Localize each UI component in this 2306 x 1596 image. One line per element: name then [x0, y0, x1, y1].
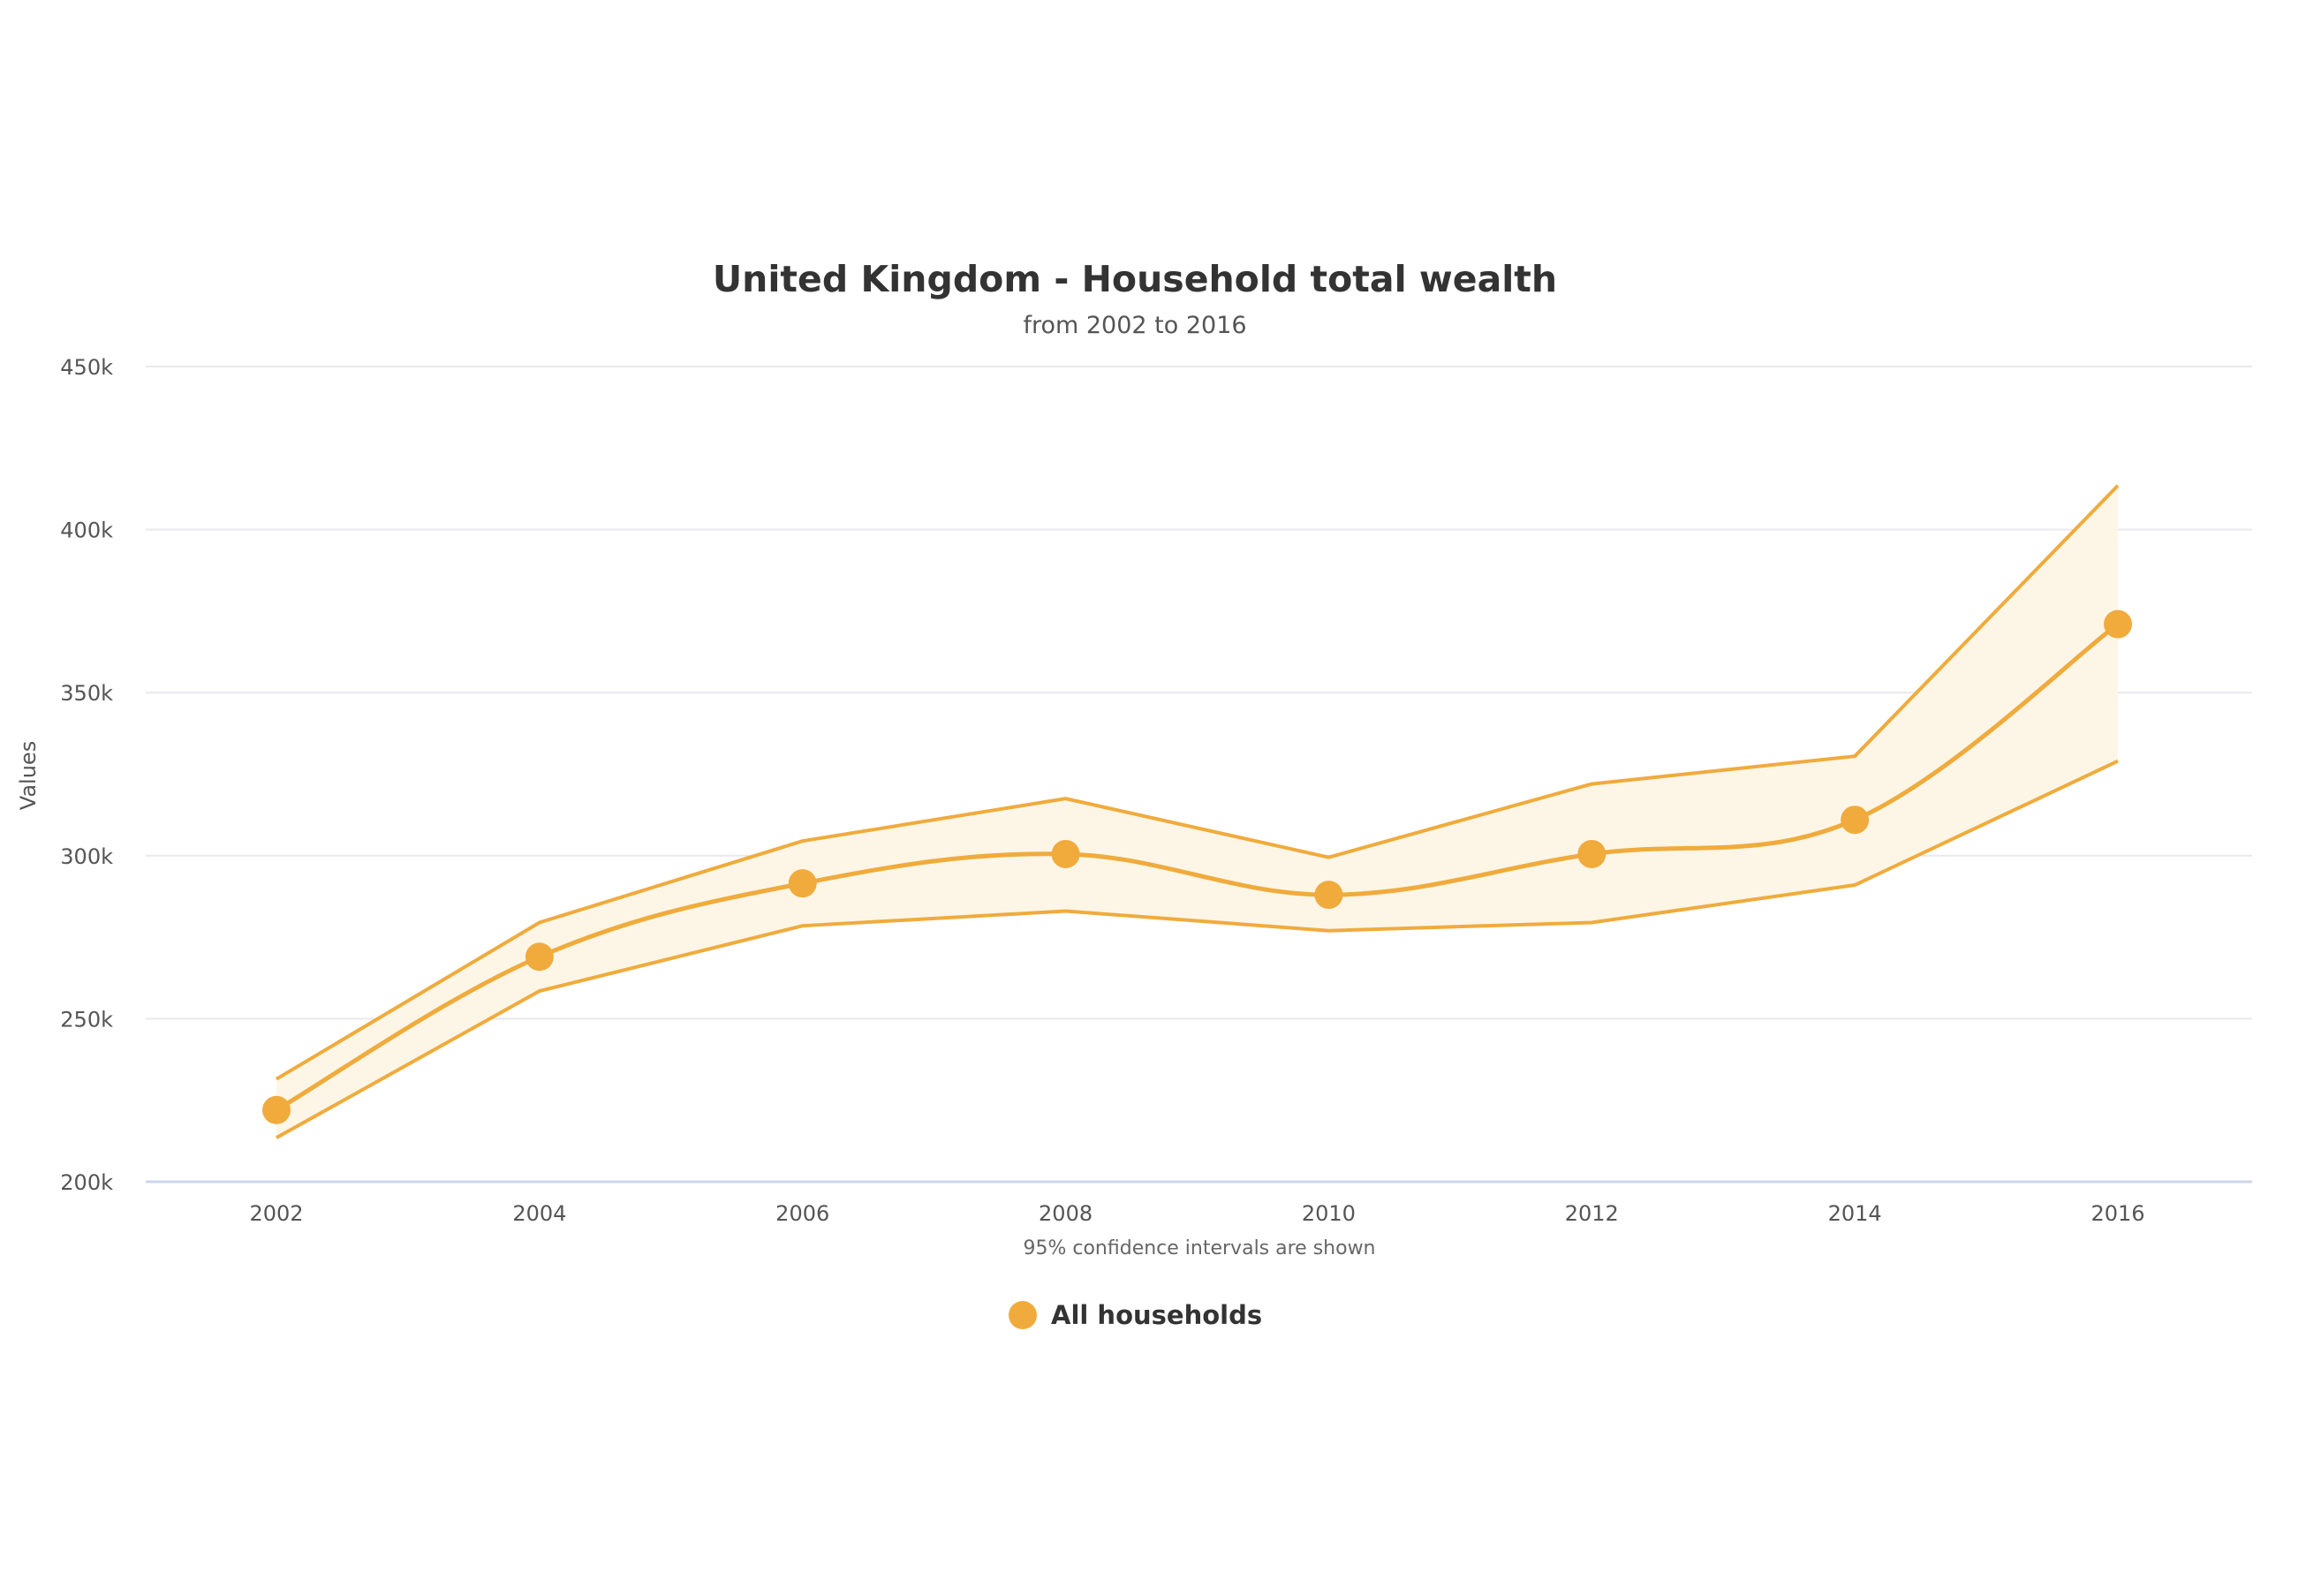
legend[interactable]: All households: [1009, 1300, 1262, 1330]
chart-title: United Kingdom - Household total wealth: [713, 258, 1557, 300]
data-point: [1577, 839, 1607, 868]
y-tick-label: 450k: [60, 355, 113, 380]
y-axis-title: Values: [16, 741, 41, 810]
legend-marker: [1009, 1301, 1037, 1329]
x-tick-label: 2014: [1828, 1201, 1882, 1226]
y-tick-label: 250k: [60, 1007, 113, 1032]
ci-lower-line: [276, 759, 2119, 1139]
confidence-band: [276, 485, 2118, 1138]
chart-subtitle: from 2002 to 2016: [1023, 312, 1246, 339]
y-tick-label: 400k: [60, 518, 113, 543]
y-tick-label: 200k: [60, 1170, 113, 1195]
confidence-band-layer: [276, 485, 2118, 1138]
data-point: [1314, 881, 1343, 910]
data-point-layer: [262, 609, 2132, 1124]
x-tick-label: 2012: [1565, 1201, 1619, 1226]
legend-label: All households: [1051, 1300, 1262, 1330]
x-tick-label: 2004: [512, 1201, 566, 1226]
x-tick-label: 2006: [775, 1201, 829, 1226]
x-tick-label: 2016: [2091, 1201, 2144, 1226]
confidence-note: 95% confidence intervals are shown: [1023, 1237, 1375, 1259]
data-point: [525, 942, 554, 972]
data-point: [262, 1095, 291, 1124]
data-point: [1841, 806, 1870, 835]
x-tick-label: 2008: [1039, 1201, 1093, 1226]
y-tick-label: 300k: [60, 844, 113, 869]
x-tick-label: 2002: [249, 1201, 303, 1226]
data-point: [2104, 609, 2132, 639]
data-point: [1051, 839, 1080, 868]
axis-layer: 200k 250k 300k 350k 400k 450k 2002 2004 2006 2008…: [60, 355, 2252, 1226]
y-tick-label: 350k: [60, 681, 113, 706]
ci-upper-line: [275, 484, 2120, 1081]
data-point: [788, 869, 817, 898]
x-tick-label: 2010: [1302, 1201, 1356, 1226]
